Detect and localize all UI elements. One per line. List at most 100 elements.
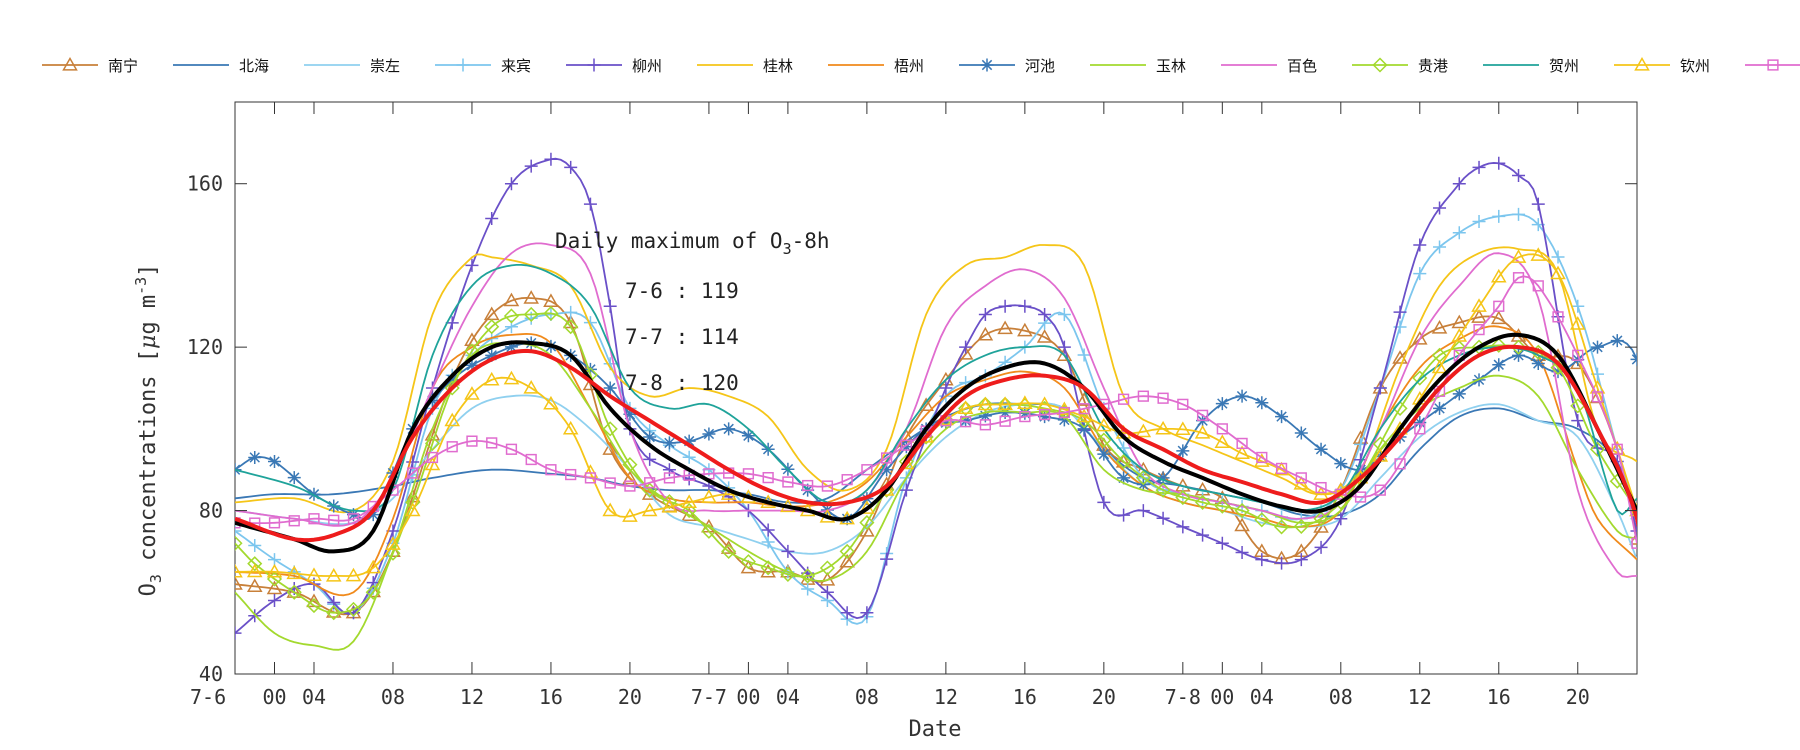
series-4-point-64 xyxy=(1492,156,1506,170)
series-12-point-2 xyxy=(266,563,283,578)
series-4-point-22 xyxy=(662,463,676,477)
series-13-point-37 xyxy=(959,416,972,428)
series-4-point-30 xyxy=(820,585,834,599)
series-13-point-33 xyxy=(881,452,893,464)
legend-label-12: 钦州 xyxy=(1680,57,1710,75)
series-7-point-19 xyxy=(603,381,617,395)
series-10-point-1 xyxy=(247,556,263,572)
series-10-point-15 xyxy=(523,306,539,323)
legend-item-10: 贵港 xyxy=(1352,57,1448,75)
series-13-point-70 xyxy=(1611,443,1623,455)
series-line-14 xyxy=(235,332,1637,554)
legend-label-9: 百色 xyxy=(1287,57,1317,75)
series-7-point-48 xyxy=(1176,444,1190,458)
series-10-point-64 xyxy=(1491,337,1507,353)
series-13-point-45 xyxy=(1117,393,1130,405)
series-7-point-12 xyxy=(465,358,479,372)
x-tick-label-14: 7-8 xyxy=(1165,685,1201,709)
series-10-point-28 xyxy=(780,566,796,582)
series-10-point-31 xyxy=(839,543,855,559)
series-7-point-23 xyxy=(682,434,696,448)
series-12-point-1 xyxy=(246,563,263,578)
series-4-point-45 xyxy=(1117,508,1131,522)
series-9 xyxy=(235,242,1637,578)
legend-marker-0 xyxy=(62,56,78,71)
series-11 xyxy=(235,264,1637,516)
series-13-point-14 xyxy=(505,443,518,455)
series-12-point-61 xyxy=(1431,359,1448,374)
series-4-point-16 xyxy=(544,152,558,166)
series-4-point-38 xyxy=(978,307,992,321)
series-7-point-26 xyxy=(741,429,755,443)
series-4-point-46 xyxy=(1136,504,1150,518)
series-4-point-34 xyxy=(899,483,913,497)
series-13-point-60 xyxy=(1414,423,1426,435)
series-7-point-67 xyxy=(1551,365,1565,379)
series-13-point-57 xyxy=(1354,491,1367,503)
x-tick-label-4: 12 xyxy=(460,685,484,709)
legend-item-13: 防城港 xyxy=(1745,59,1800,71)
series-10-point-38 xyxy=(977,396,993,412)
series-3-point-62 xyxy=(1452,226,1466,240)
series-12-point-62 xyxy=(1451,328,1468,342)
legend-label-7: 河池 xyxy=(1025,57,1055,75)
series-13-point-22 xyxy=(663,472,676,484)
legend-item-1: 北海 xyxy=(173,57,269,75)
series-10-point-0 xyxy=(235,535,243,551)
series-12-point-22 xyxy=(661,498,678,513)
series-4-point-2 xyxy=(267,593,281,607)
series-5 xyxy=(235,244,1637,514)
series-0-point-60 xyxy=(1411,330,1428,345)
series-0-point-42 xyxy=(1056,347,1073,361)
series-7-point-44 xyxy=(1097,447,1111,461)
legend-marker-4 xyxy=(587,58,601,72)
series-0-point-39 xyxy=(997,320,1013,335)
series-0-point-26 xyxy=(740,559,757,574)
series-12-point-16 xyxy=(543,395,559,410)
series-13-point-17 xyxy=(565,468,577,481)
series-7-point-70 xyxy=(1610,334,1624,348)
series-12-point-67 xyxy=(1550,265,1566,280)
series-4-point-59 xyxy=(1393,305,1407,319)
series-7-point-7 xyxy=(366,508,380,522)
series-13-point-49 xyxy=(1196,409,1209,421)
series-7-point-65 xyxy=(1512,348,1526,362)
series-7-point-41 xyxy=(1038,410,1052,424)
series-0-point-41 xyxy=(1036,329,1053,343)
legend-item-3: 来宾 xyxy=(435,57,531,75)
series-3-point-64 xyxy=(1492,209,1506,223)
series-7-point-50 xyxy=(1215,397,1229,411)
legend-label-10: 贵港 xyxy=(1418,57,1448,75)
series-13-point-55 xyxy=(1315,481,1327,494)
series-3-point-27 xyxy=(761,535,775,549)
series-7-point-1 xyxy=(248,450,262,464)
series-0-point-59 xyxy=(1392,350,1408,364)
series-7-point-38 xyxy=(978,409,992,423)
series-12-point-13 xyxy=(483,371,500,386)
series-4-point-14 xyxy=(504,177,518,191)
series-4-point-54 xyxy=(1294,553,1308,567)
series-0-point-2 xyxy=(266,580,283,595)
series-10-point-47 xyxy=(1155,482,1171,498)
series-4-point-15 xyxy=(524,159,538,173)
series-4-point-27 xyxy=(761,523,775,537)
series-12-point-7 xyxy=(365,559,382,574)
series-line-6 xyxy=(235,325,1637,597)
y-tick-label-3: 160 xyxy=(187,172,223,196)
legend-marker-13 xyxy=(1767,59,1779,71)
series-line-4 xyxy=(235,157,1637,634)
series-12-point-14 xyxy=(503,370,520,385)
series-4-point-50 xyxy=(1215,536,1229,550)
axes-layer: 40 80 120 160 7-6 00 04 08 12 16 20 7-7 00 04 08 12 16 20… xyxy=(187,102,1637,709)
series-0-point-38 xyxy=(977,326,994,341)
series-0-point-35 xyxy=(918,397,934,411)
series-4-point-39 xyxy=(998,299,1012,313)
series-4-point-52 xyxy=(1255,553,1269,567)
series-12-point-53 xyxy=(1273,461,1290,476)
series-10-point-26 xyxy=(740,554,756,570)
series-4-point-65 xyxy=(1512,169,1526,183)
series-10-point-22 xyxy=(661,494,677,510)
series-0-point-31 xyxy=(839,553,855,568)
series-12-point-50 xyxy=(1214,434,1231,449)
series-12-point-10 xyxy=(424,456,441,471)
